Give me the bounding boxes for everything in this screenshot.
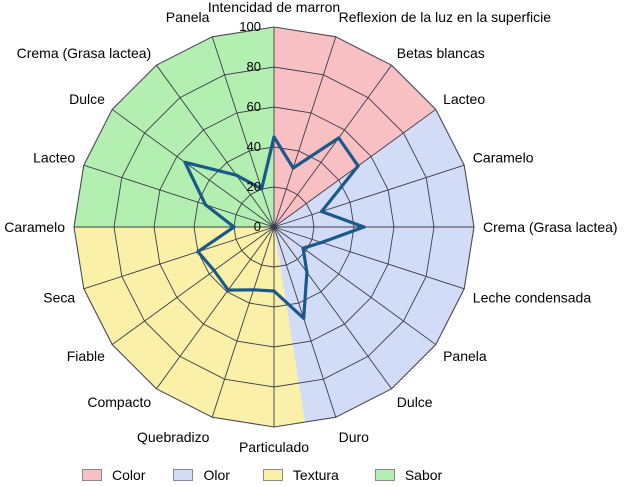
legend-label: Sabor (404, 467, 443, 483)
axis-label: Panela (443, 348, 487, 364)
data-point (196, 250, 200, 254)
sector-textura (74, 227, 305, 427)
grid-spoke (273, 226, 465, 290)
category-sectors (74, 27, 474, 427)
axis-label: Crema (Grasa lactea) (483, 219, 618, 235)
axis-label: Leche condensada (473, 290, 592, 306)
legend-swatch (262, 469, 283, 481)
data-point (203, 203, 208, 207)
data-point (272, 289, 276, 293)
chart-legend: Color Olor Textura Sabor (82, 466, 442, 484)
series-layer (183, 135, 366, 320)
legend-label: Textura (292, 467, 339, 483)
radar-chart: 0 20 40 60 80 100 Intencidad de marronReflexi… (4, 0, 617, 455)
sector-color (274, 27, 436, 227)
legend-label: Color (112, 467, 146, 483)
data-point (305, 270, 309, 274)
grid-spoke (156, 226, 275, 390)
tick-label: 0 (254, 219, 261, 234)
data-point (291, 166, 295, 170)
grid-spoke (273, 36, 337, 228)
tick-label: 100 (239, 19, 261, 34)
data-point (337, 136, 341, 140)
grid-spoke (273, 226, 337, 418)
data-point (234, 173, 238, 177)
data-point (301, 246, 305, 250)
data-point (302, 316, 306, 320)
axis-label: Panela (166, 9, 210, 25)
grid-spoke (83, 164, 275, 228)
grid-spoke (273, 226, 392, 390)
axis-label: Fiable (67, 348, 105, 364)
axis-label: Crema (Grasa lactea) (17, 45, 152, 61)
data-point (320, 240, 324, 245)
data-point (272, 135, 276, 139)
data-point (320, 209, 324, 214)
grid-spoke (211, 36, 275, 228)
legend-item-textura: Textura (262, 467, 339, 483)
grid-spoke (83, 226, 275, 290)
data-point (232, 225, 236, 229)
radial-tick-labels: 0 20 40 60 80 100 (239, 19, 261, 234)
grid-spoke (273, 226, 437, 345)
legend-item-sabor: Sabor (374, 467, 443, 483)
axis-label: Betas blancas (397, 45, 485, 61)
grid-spoke (273, 164, 465, 228)
legend-item-color: Color (82, 467, 145, 483)
axis-label: Seca (43, 290, 75, 306)
data-point (362, 225, 366, 229)
data-point (226, 288, 230, 292)
data-point (212, 268, 216, 273)
tick-label: 40 (247, 139, 261, 154)
data-point (356, 164, 360, 168)
axis-label: Lacteo (33, 149, 75, 165)
axis-label: Caramelo (473, 149, 534, 165)
tick-label: 80 (247, 59, 261, 74)
chart-grid (73, 26, 475, 428)
data-point (252, 288, 256, 292)
axis-label: Compacto (87, 394, 151, 410)
data-point (183, 160, 187, 164)
axis-label: Dulce (397, 394, 433, 410)
legend-swatch (374, 469, 395, 481)
grid-spoke (111, 226, 275, 345)
axis-label: Lacteo (443, 91, 485, 107)
legend-swatch (82, 469, 102, 481)
axis-label: Caramelo (4, 219, 65, 235)
grid-spoke (111, 109, 275, 228)
grid-spoke (156, 64, 275, 228)
sector-olor (274, 109, 474, 423)
tick-label: 20 (247, 179, 261, 194)
legend-item-olor: Olor (173, 467, 230, 483)
sector-sabor (74, 27, 274, 227)
axis-label: Reflexion de la luz en la superficie (339, 9, 552, 25)
axis-label: Intencidad de marron (208, 0, 340, 15)
legend-label: Olor (203, 467, 230, 483)
tick-label: 60 (247, 99, 261, 114)
axis-label: Duro (339, 429, 370, 445)
axis-label: Quebradizo (137, 429, 210, 445)
grid-spoke (273, 64, 392, 228)
grid-spoke (211, 226, 275, 418)
legend-swatch (173, 469, 194, 481)
axis-label: Particulado (239, 439, 309, 455)
data-point (260, 187, 264, 191)
axis-label: Dulce (69, 91, 105, 107)
